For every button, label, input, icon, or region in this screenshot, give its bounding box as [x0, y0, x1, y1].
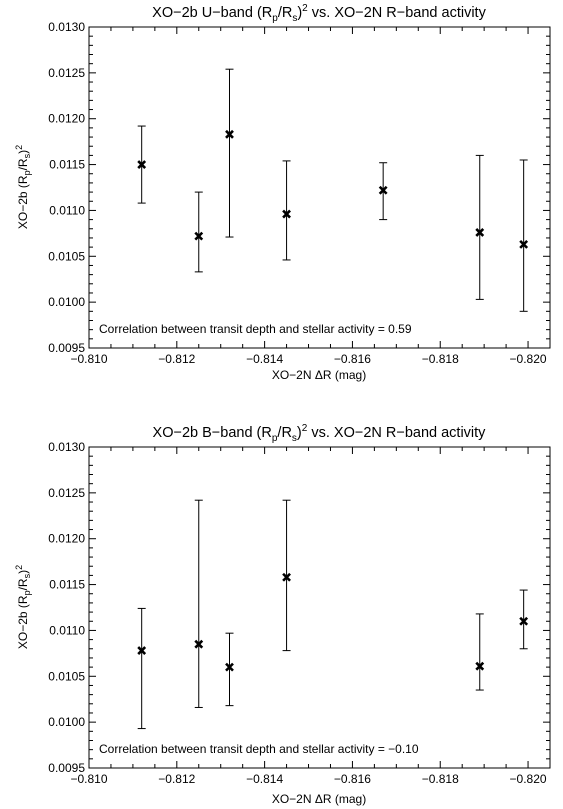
- data-point: [378, 185, 388, 195]
- y-tick-label: 0.0095: [48, 761, 85, 775]
- data-points: [137, 68, 529, 312]
- x-axis-label: XO−2N ΔR (mag): [272, 368, 366, 382]
- b-band-panel: XO−2b B−band (Rp/Rs)2 vs. XO−2N R−band a…: [14, 423, 551, 806]
- tick-labels: −0.810 −0.812 −0.814 −0.816 −0.818 −0.820 0.00…: [48, 440, 547, 786]
- y-axis-label: XO−2b (Rp/Rs)2: [14, 145, 32, 229]
- x-tick-label: −0.820: [510, 352, 547, 366]
- x-tick-label: −0.810: [70, 772, 107, 786]
- y-tick-label: 0.0125: [48, 486, 85, 500]
- y-tick-label: 0.0115: [49, 158, 85, 172]
- data-point: [519, 616, 529, 626]
- x-tick-label: −0.818: [422, 352, 459, 366]
- data-point: [194, 231, 204, 241]
- x-tick-label: −0.814: [246, 352, 283, 366]
- y-tick-label: 0.0130: [48, 20, 85, 34]
- data-point: [137, 160, 147, 169]
- y-tick-label: 0.0110: [49, 623, 85, 637]
- y-tick-label: 0.0120: [48, 112, 85, 126]
- y-tick-label: 0.0105: [48, 249, 85, 263]
- tick-labels: −0.810 −0.812 −0.814 −0.816 −0.818 −0.820 0.00…: [48, 20, 547, 366]
- data-point: [225, 662, 234, 672]
- x-tick-label: −0.814: [246, 772, 283, 786]
- x-tick-label: −0.816: [334, 352, 371, 366]
- x-tick-label: −0.812: [158, 352, 195, 366]
- data-points: [137, 499, 529, 730]
- axis-ticks: [88, 446, 550, 769]
- plot-frame: [88, 446, 551, 769]
- data-point: [475, 661, 485, 671]
- data-point: [194, 639, 204, 649]
- data-point: [282, 572, 291, 582]
- x-tick-label: −0.816: [334, 772, 371, 786]
- data-point: [519, 239, 529, 249]
- x-tick-label: −0.810: [70, 352, 107, 366]
- axis-ticks: [88, 26, 550, 349]
- x-tick-label: −0.812: [158, 772, 195, 786]
- y-tick-label: 0.0100: [48, 295, 85, 309]
- x-axis-label: XO−2N ΔR (mag): [272, 792, 366, 806]
- x-tick-label: −0.820: [510, 772, 547, 786]
- y-tick-label: 0.0105: [48, 669, 85, 683]
- y-axis-label: XO−2b (Rp/Rs)2: [14, 565, 32, 649]
- y-tick-label: 0.0120: [48, 532, 85, 546]
- chart-title: XO−2b B−band (Rp/Rs)2 vs. XO−2N R−band a…: [153, 423, 487, 444]
- data-point: [475, 228, 485, 237]
- data-point: [282, 209, 291, 219]
- correlation-annotation: Correlation between transit depth and st…: [99, 742, 419, 756]
- y-tick-label: 0.0130: [48, 440, 85, 454]
- data-point: [225, 129, 234, 139]
- u-band-panel: XO−2b U−band (Rp/Rs)2 vs. XO−2N R−band a…: [14, 3, 551, 382]
- y-tick-label: 0.0115: [49, 578, 85, 592]
- data-point: [137, 646, 147, 656]
- correlation-annotation: Correlation between transit depth and st…: [99, 322, 412, 336]
- x-tick-label: −0.818: [422, 772, 459, 786]
- y-tick-label: 0.0100: [48, 715, 85, 729]
- y-tick-label: 0.0110: [49, 203, 85, 217]
- y-tick-label: 0.0095: [48, 341, 85, 355]
- chart-title: XO−2b U−band (Rp/Rs)2 vs. XO−2N R−band a…: [152, 3, 486, 24]
- y-tick-label: 0.0125: [48, 66, 85, 80]
- plot-frame: [88, 26, 551, 349]
